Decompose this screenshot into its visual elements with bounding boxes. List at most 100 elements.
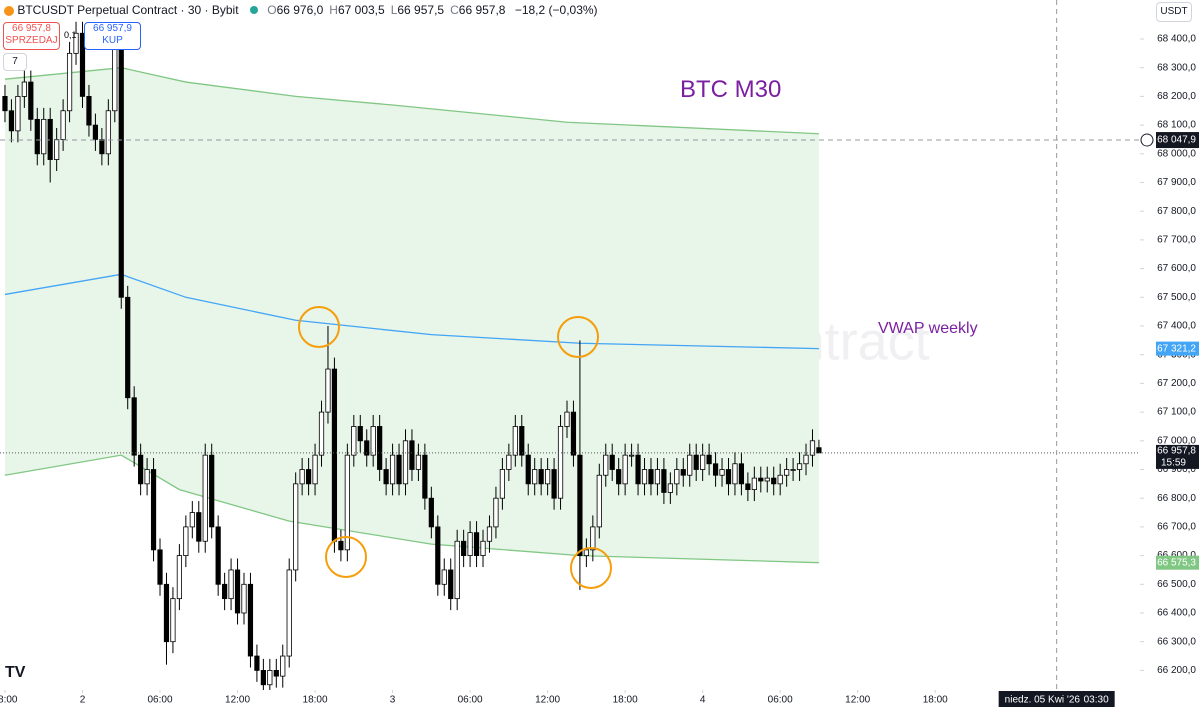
buy-price: 66 957,9 [93, 23, 132, 34]
y-tick-label: 66 900,0 [1157, 464, 1196, 475]
candle-body [609, 454, 615, 470]
y-tick-label: 67 800,0 [1157, 206, 1196, 217]
x-tick-label: 4 [700, 695, 706, 706]
crosshair-x-tag [998, 691, 1115, 707]
candle-body [138, 454, 144, 485]
candle-body [331, 368, 338, 542]
candle-body [125, 296, 131, 399]
candle-body [286, 569, 292, 657]
line-tag-label: 67 321,2 [1157, 343, 1196, 354]
candle-body [499, 469, 505, 499]
candle-body [383, 469, 389, 485]
candle-body [745, 483, 751, 490]
candle-body [183, 526, 189, 556]
candle-body [751, 477, 757, 490]
candle-body [293, 483, 299, 571]
candle-body [338, 540, 344, 551]
candle-body [784, 469, 790, 476]
candle-body [28, 81, 34, 120]
coin-icon [4, 5, 14, 16]
ohlc-value: 66 957,8 [458, 3, 506, 17]
candle-body [758, 477, 764, 482]
crosshair-x-label: niedz. 05 Kwi '26 [1005, 695, 1081, 706]
candle-body [674, 469, 680, 485]
candle-body [209, 454, 215, 528]
candle-body [105, 110, 111, 155]
candle-body [389, 454, 396, 485]
candle-body [73, 32, 79, 54]
buy-button[interactable]: 66 957,9 KUP [84, 22, 141, 50]
crosshair-x-time: 03:30 [1084, 695, 1109, 706]
candle-body [273, 669, 279, 677]
candle-body [396, 454, 402, 485]
candle-body [428, 497, 434, 528]
candle-body [325, 368, 331, 413]
candle-body [790, 469, 796, 471]
candle-body [157, 549, 163, 585]
candle-body [54, 139, 60, 160]
x-tick-label: 06:00 [768, 695, 793, 706]
candle-body [280, 655, 286, 677]
candle-body [590, 526, 596, 551]
candle-body [803, 454, 809, 465]
qty-input[interactable]: 7 [3, 53, 27, 71]
change: −18,2 (−0,03%) [514, 3, 598, 17]
candle-body [402, 440, 409, 485]
candle-body [700, 454, 706, 470]
y-tick-label: 67 600,0 [1157, 263, 1196, 274]
candle-body [738, 463, 745, 485]
candle-body [519, 426, 525, 456]
candle-body [454, 540, 460, 600]
candle-body [79, 32, 86, 97]
candle-body [654, 469, 661, 485]
candle-body [441, 569, 447, 585]
candle-body [118, 38, 124, 298]
candle-body [486, 526, 493, 542]
countdown: 15:59 [1161, 458, 1186, 469]
candle-body [222, 583, 228, 600]
symbol: BTCUSDT Perpetual Contract · 30 · Bybit [17, 3, 239, 17]
x-tick-label: 18:00 [923, 695, 948, 706]
candle-body [777, 474, 783, 485]
candle-body [706, 454, 712, 465]
candle-body [66, 52, 73, 112]
candle-body [538, 469, 544, 485]
ohlc-key: C [450, 3, 459, 17]
candle-body [131, 397, 137, 456]
candle-body [732, 463, 738, 485]
ohlc-key: L [390, 3, 398, 17]
candle-body [409, 440, 415, 470]
line-tag [1156, 555, 1199, 570]
candle-body [47, 118, 53, 160]
candle-body [570, 411, 577, 456]
candle-body [719, 469, 725, 476]
candle-body [448, 569, 454, 600]
y-tick-label: 68 000,0 [1157, 148, 1196, 159]
x-tick-label: 2 [80, 695, 86, 706]
candle-body [34, 118, 40, 155]
candle-body [532, 469, 538, 485]
line-tag-label: 66 575,3 [1157, 557, 1196, 568]
y-tick-label: 66 700,0 [1157, 522, 1196, 533]
annotation: BTC M30 [680, 76, 782, 103]
candle-body [21, 81, 27, 97]
candle-body [435, 526, 441, 585]
candle-body [202, 454, 208, 542]
candle-body [215, 526, 221, 585]
candle-body [247, 583, 254, 657]
y-tick-label: 66 200,0 [1157, 665, 1196, 676]
candle-body [641, 469, 648, 485]
y-tick-label: 67 100,0 [1157, 407, 1196, 418]
y-tick-label: 67 700,0 [1157, 235, 1196, 246]
currency-selector[interactable]: USDT [1156, 2, 1192, 22]
candle-body [596, 474, 602, 528]
last-price-tag [1156, 444, 1199, 469]
candle-body [771, 477, 777, 485]
time-axis [0, 690, 1140, 707]
candle-body [99, 139, 105, 155]
line-tag [1156, 341, 1199, 356]
sell-button[interactable]: 66 957,8 SPRZEDAJ [3, 22, 60, 50]
candle-body [712, 463, 719, 476]
candle-body [473, 532, 480, 556]
x-tick-label: 06:00 [458, 695, 483, 706]
